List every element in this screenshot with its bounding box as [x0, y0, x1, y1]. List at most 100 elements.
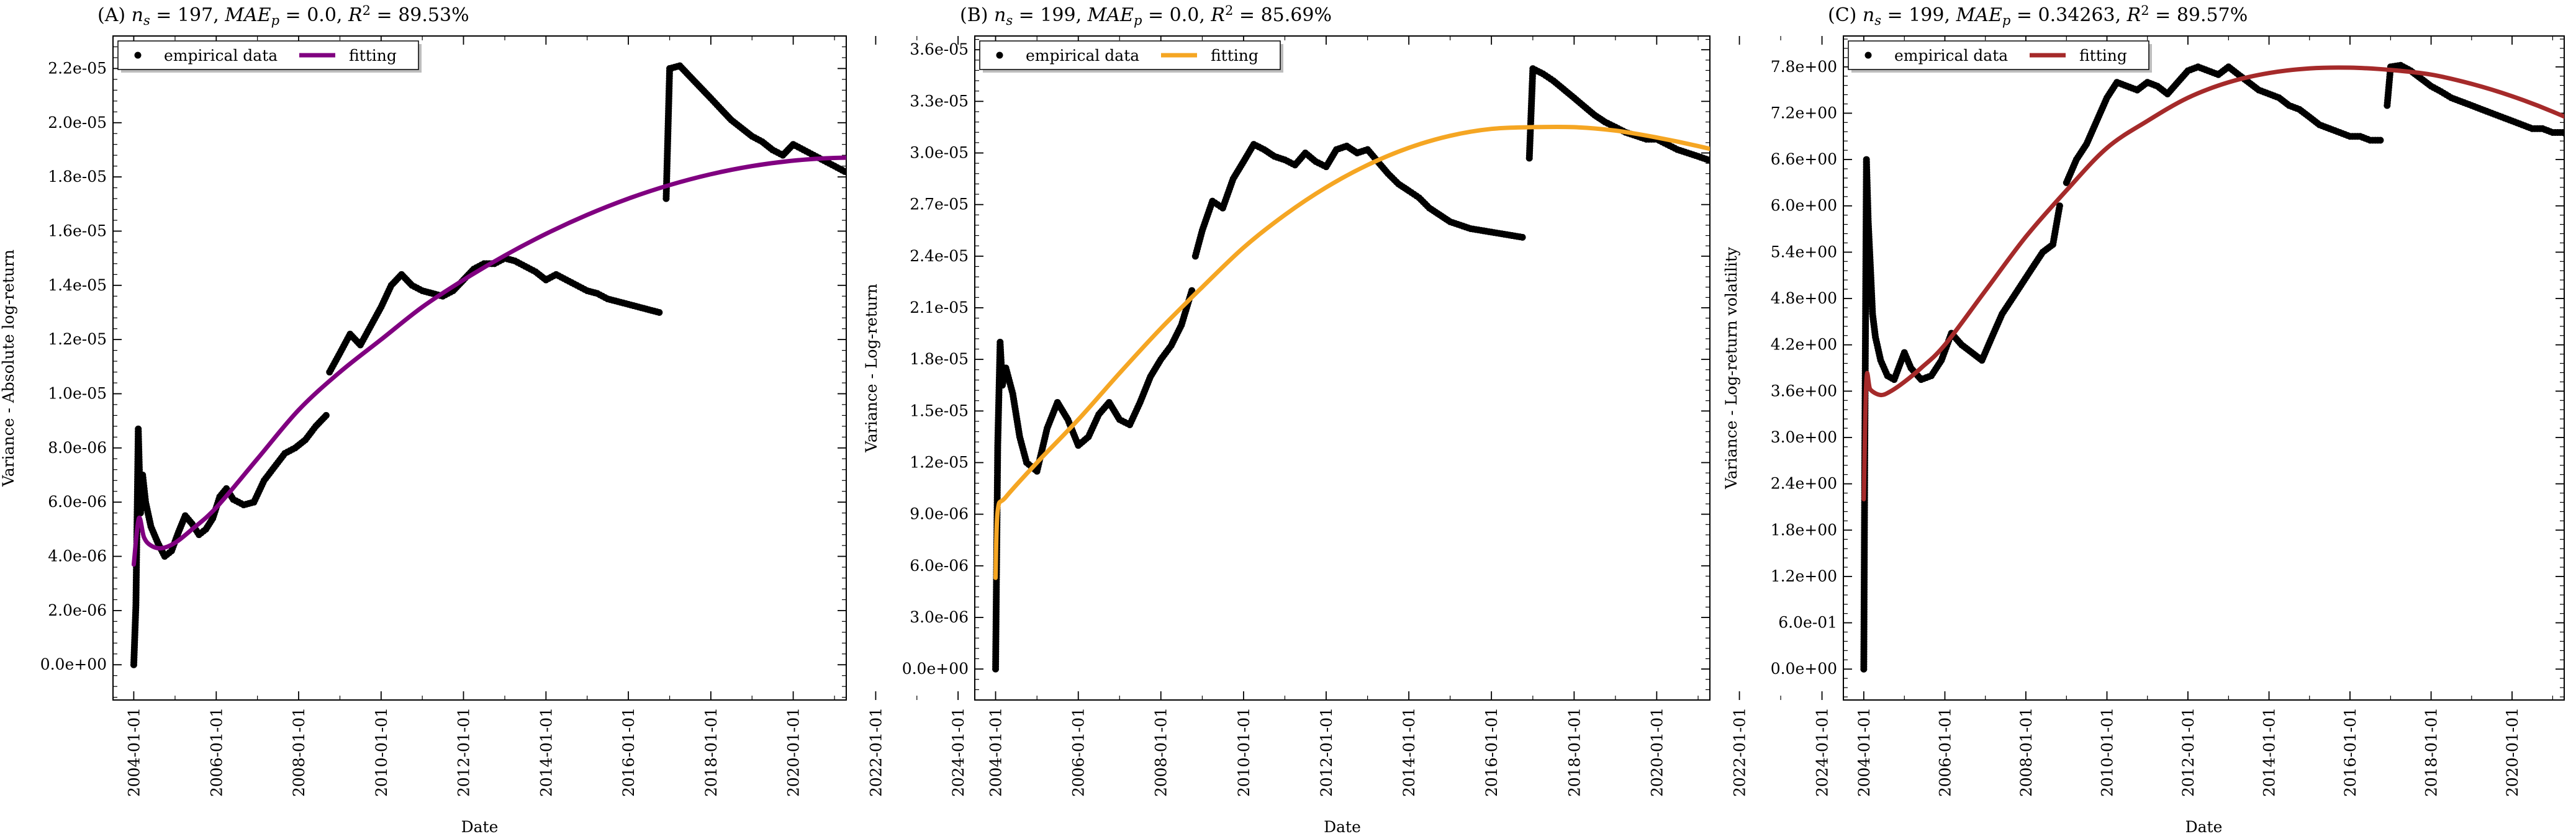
empirical-point	[1710, 157, 1717, 164]
y-tick-label: 7.8e+00	[1771, 58, 1837, 76]
empirical-series	[1860, 61, 2576, 673]
y-tick-label: 2.2e-05	[48, 59, 107, 77]
empirical-point	[1188, 287, 1196, 294]
x-tick-label: 2020-01-01	[785, 707, 803, 797]
legend-marker-empirical	[1864, 52, 1872, 59]
empirical-point	[1731, 161, 1738, 168]
x-tick-label: 2008-01-01	[2017, 707, 2035, 797]
empirical-point	[1707, 157, 1710, 164]
empirical-point	[895, 177, 902, 184]
empirical-point	[844, 169, 846, 176]
y-tick-label: 2.0e-06	[48, 601, 107, 619]
plot-contents	[992, 65, 1763, 673]
y-tick-label: 4.0e-06	[48, 547, 107, 565]
x-tick-label: 2008-01-01	[290, 707, 308, 797]
empirical-point	[872, 168, 879, 175]
empirical-point	[1738, 161, 1745, 168]
x-tick-label: 2010-01-01	[373, 707, 391, 797]
x-axis-label: Date	[2185, 818, 2223, 836]
y-tick-label: 1.0e-05	[48, 384, 107, 402]
empirical-point	[1749, 161, 1756, 168]
y-tick-label: 3.0e-06	[910, 608, 969, 626]
y-tick-label: 3.6e+00	[1771, 382, 1837, 400]
empirical-point	[921, 181, 928, 188]
empirical-point	[911, 179, 918, 186]
empirical-point	[1712, 158, 1719, 164]
y-tick-label: 2.4e-05	[910, 247, 969, 265]
y-tick-label: 1.2e+00	[1771, 567, 1837, 585]
empirical-point	[875, 169, 882, 176]
empirical-point	[1720, 159, 1727, 166]
chart-title: (B) ns = 199, MAEp = 0.0, R2 = 85.69%	[960, 3, 1332, 28]
empirical-point	[1733, 161, 1740, 168]
y-axis-label: Variance - Log-return volatility	[1722, 246, 1740, 490]
x-tick-label: 2006-01-01	[207, 707, 225, 797]
x-tick-label: 2016-01-01	[2341, 707, 2359, 797]
empirical-point	[1736, 161, 1743, 168]
chart-panel-c: (C) ns = 199, MAEp = 0.34263, R2 = 89.57…	[1722, 3, 2576, 836]
y-tick-label: 4.2e+00	[1771, 336, 1837, 354]
empirical-point	[846, 169, 853, 176]
legend-marker-empirical	[134, 52, 142, 59]
chart-panel-b: (B) ns = 199, MAEp = 0.0, R2 = 85.69% 0.0…	[862, 3, 1832, 836]
empirical-point	[1718, 159, 1725, 166]
empirical-point	[918, 181, 925, 187]
legend-box	[1848, 40, 2149, 70]
x-tick-label: 2022-01-01	[1731, 707, 1749, 797]
y-tick-label: 6.6e+00	[1771, 150, 1837, 168]
y-tick-label: 3.0e-05	[910, 143, 969, 161]
empirical-point	[854, 171, 861, 178]
x-tick-label: 2006-01-01	[1070, 707, 1088, 797]
x-tick-label: 2014-01-01	[1400, 707, 1418, 797]
y-tick-label: 3.6e-05	[910, 40, 969, 58]
empirical-point	[2572, 132, 2576, 139]
y-tick-label: 1.8e+00	[1771, 521, 1837, 539]
fitting-curve	[1861, 65, 2564, 502]
empirical-series	[130, 62, 928, 668]
empirical-point	[1725, 160, 1732, 167]
empirical-point	[906, 179, 913, 186]
y-tick-label: 2.0e-05	[48, 114, 107, 132]
y-tick-label: 4.8e+00	[1771, 289, 1837, 307]
fitting-curve	[993, 124, 1710, 580]
y-tick-label: 0.0e+00	[902, 660, 969, 678]
empirical-point	[862, 174, 869, 181]
empirical-point	[1751, 161, 1758, 168]
empirical-point	[1715, 158, 1722, 165]
y-tick-label: 1.8e-05	[48, 168, 107, 186]
x-tick-label: 2024-01-01	[1814, 707, 1832, 797]
x-tick-label: 2018-01-01	[1565, 707, 1583, 797]
empirical-point	[2056, 202, 2063, 210]
legend: empirical data fitting	[117, 40, 422, 73]
empirical-point	[1746, 161, 1753, 168]
x-tick-label: 2020-01-01	[2503, 707, 2521, 797]
empirical-point	[1756, 160, 1763, 167]
y-tick-label: 1.5e-05	[910, 402, 969, 420]
empirical-point	[880, 172, 887, 179]
empirical-point	[1519, 233, 1526, 241]
y-tick-label: 2.1e-05	[910, 298, 969, 316]
empirical-point	[656, 308, 663, 316]
x-tick-label: 2020-01-01	[1648, 707, 1666, 797]
y-tick-label: 9.0e-06	[910, 505, 969, 523]
empirical-point	[857, 172, 864, 179]
empirical-point	[1723, 159, 1730, 166]
x-tick-label: 2018-01-01	[2423, 707, 2441, 797]
empirical-point	[908, 179, 915, 186]
empirical-point	[870, 169, 877, 176]
plot-area-frame	[1843, 35, 2565, 701]
x-tick-label: 2018-01-01	[702, 707, 720, 797]
y-tick-label: 2.7e-05	[910, 195, 969, 213]
y-tick-label: 8.0e-06	[48, 439, 107, 457]
empirical-point	[322, 411, 330, 419]
chart-title: (C) ns = 199, MAEp = 0.34263, R2 = 89.57…	[1828, 3, 2248, 28]
x-tick-label: 2014-01-01	[537, 707, 555, 797]
empirical-series	[992, 65, 1763, 673]
empirical-point	[1728, 160, 1735, 167]
y-tick-label: 3.0e+00	[1771, 428, 1837, 446]
x-tick-label: 2012-01-01	[2179, 707, 2197, 797]
legend-box	[117, 40, 419, 70]
y-tick-label: 1.2e-05	[48, 330, 107, 348]
empirical-point	[2569, 133, 2576, 140]
